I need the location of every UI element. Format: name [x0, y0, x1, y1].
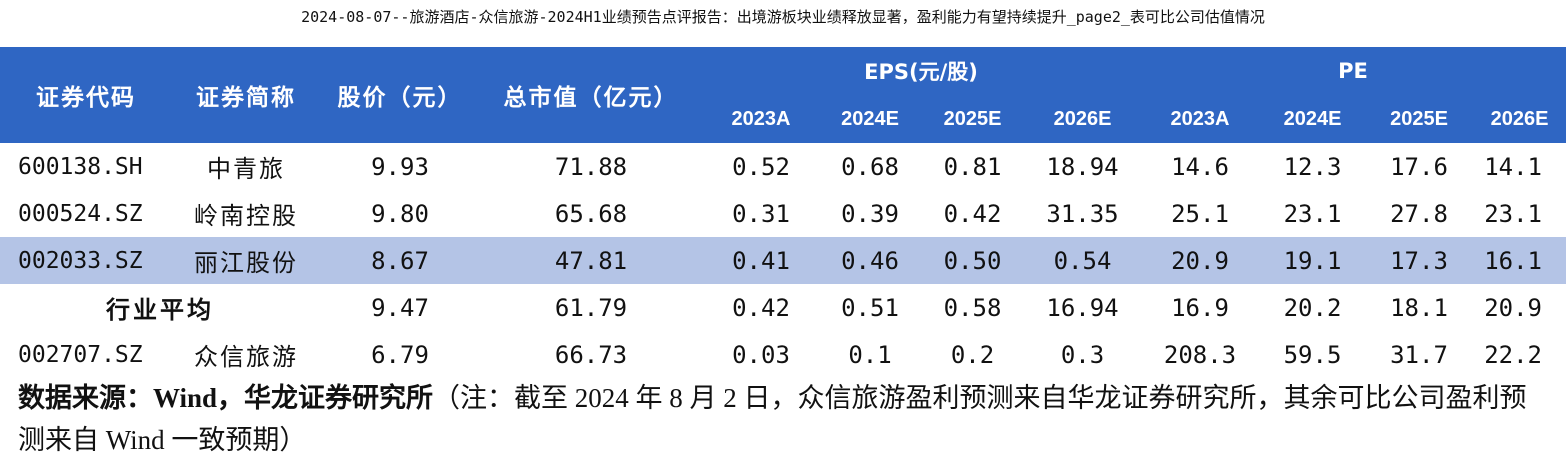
cell-pe: 31.7: [1390, 340, 1448, 369]
cell-pe: 12.3: [1283, 152, 1342, 181]
header-pe-year: 2023A: [1140, 95, 1260, 143]
header-pe-group: PE: [1140, 47, 1566, 95]
cell-pe: 25.1: [1171, 199, 1229, 228]
cell-eps: 0.50: [920, 237, 1025, 284]
cell-average-label: 行业平均: [106, 296, 214, 324]
cell-pe: 19.1: [1260, 237, 1365, 284]
source-footnote: （注：截至 2024 年 8 月 2 日，众信旅游盈利预测来自华龙证券研究所，其…: [18, 383, 1527, 455]
cell-pe: 22.2: [1484, 340, 1542, 369]
cell-code: 002033.SZ: [0, 237, 172, 284]
cell-market-cap: 61.79: [554, 293, 628, 322]
table-row: 600138.SH 中青旅 9.93 71.88 0.52 0.68 0.81 …: [0, 143, 1566, 190]
header-eps-year: 2024E: [820, 95, 920, 143]
cell-pe: 14.6: [1171, 152, 1229, 181]
cell-eps: 0.51: [841, 293, 899, 322]
cell-name: 丽江股份: [172, 237, 320, 284]
cell-name: 岭南控股: [194, 202, 298, 230]
cell-pe: 18.1: [1390, 293, 1448, 322]
cell-pe: 23.1: [1484, 199, 1542, 228]
cell-market-cap: 66.73: [554, 340, 628, 369]
cell-price: 9.47: [371, 293, 429, 322]
cell-code: 000524.SZ: [18, 200, 143, 227]
cell-name: 众信旅游: [194, 343, 298, 371]
source-note: 数据来源：Wind，华龙证券研究所（注：截至 2024 年 8 月 2 日，众信…: [18, 377, 1548, 461]
table-row-target: 002707.SZ 众信旅游 6.79 66.73 0.03 0.1 0.2 0…: [0, 331, 1566, 378]
cell-name: 中青旅: [207, 155, 285, 183]
cell-eps: 0.46: [820, 237, 920, 284]
cell-pe: 16.9: [1171, 293, 1229, 322]
header-price: 股价（元）: [320, 47, 480, 143]
cell-eps: 0.3: [1060, 340, 1105, 369]
header-pe-year: 2026E: [1473, 95, 1566, 143]
cell-pe: 20.9: [1140, 237, 1260, 284]
header-pe-year: 2024E: [1260, 95, 1365, 143]
header-pe-year: 2025E: [1365, 95, 1473, 143]
header-name: 证券简称: [172, 47, 320, 143]
cell-eps: 0.39: [841, 199, 899, 228]
header-market-cap: 总市值（亿元）: [480, 47, 702, 143]
cell-price: 8.67: [320, 237, 480, 284]
valuation-table: 证券代码 证券简称 股价（元） 总市值（亿元） EPS(元/股) PE 2023…: [0, 47, 1566, 378]
table-row-average: 行业平均 9.47 61.79 0.42 0.51 0.58 16.94 16.…: [0, 284, 1566, 331]
cell-pe: 16.1: [1473, 237, 1566, 284]
cell-eps: 31.35: [1046, 199, 1119, 228]
cell-pe: 17.6: [1390, 152, 1448, 181]
cell-eps: 0.2: [950, 340, 995, 369]
cell-eps: 16.94: [1046, 293, 1119, 322]
cell-eps: 0.81: [943, 152, 1002, 181]
cell-price: 6.79: [371, 340, 429, 369]
cell-eps: 0.1: [848, 340, 892, 369]
cell-pe: 208.3: [1163, 340, 1237, 369]
cell-eps: 0.68: [841, 152, 899, 181]
cell-eps: 0.03: [732, 340, 790, 369]
header-eps-group: EPS(元/股): [702, 47, 1140, 95]
cell-market-cap: 47.81: [480, 237, 702, 284]
cell-market-cap: 65.68: [554, 199, 628, 228]
cell-eps: 0.52: [732, 152, 790, 181]
cell-eps: 0.42: [732, 293, 790, 322]
cell-pe: 23.1: [1283, 199, 1342, 228]
cell-pe: 17.3: [1365, 237, 1473, 284]
table-row: 000524.SZ 岭南控股 9.80 65.68 0.31 0.39 0.42…: [0, 190, 1566, 237]
cell-code: 002707.SZ: [18, 341, 143, 368]
header-code: 证券代码: [0, 47, 172, 143]
cell-eps: 0.42: [943, 199, 1002, 228]
cell-pe: 59.5: [1283, 340, 1342, 369]
cell-market-cap: 71.88: [554, 152, 628, 181]
cell-price: 9.93: [371, 152, 429, 181]
cell-eps: 0.58: [943, 293, 1002, 322]
page-title: 2024-08-07--旅游酒店-众信旅游-2024H1业绩预告点评报告：出境游…: [301, 8, 1265, 26]
cell-code: 600138.SH: [18, 153, 143, 180]
cell-eps: 0.31: [732, 199, 790, 228]
table-row-highlighted: 002033.SZ 丽江股份 8.67 47.81 0.41 0.46 0.50…: [0, 237, 1566, 284]
cell-pe: 27.8: [1390, 199, 1448, 228]
header-eps-year: 2023A: [702, 95, 820, 143]
header-eps-year: 2026E: [1025, 95, 1140, 143]
cell-eps: 0.54: [1025, 237, 1140, 284]
cell-eps: 18.94: [1046, 152, 1119, 181]
cell-pe: 20.9: [1484, 293, 1542, 322]
cell-pe: 14.1: [1484, 152, 1542, 181]
cell-price: 9.80: [371, 199, 429, 228]
cell-pe: 20.2: [1283, 293, 1342, 322]
header-eps-year: 2025E: [920, 95, 1025, 143]
cell-eps: 0.41: [702, 237, 820, 284]
source-label: 数据来源：Wind，华龙证券研究所: [18, 383, 434, 413]
